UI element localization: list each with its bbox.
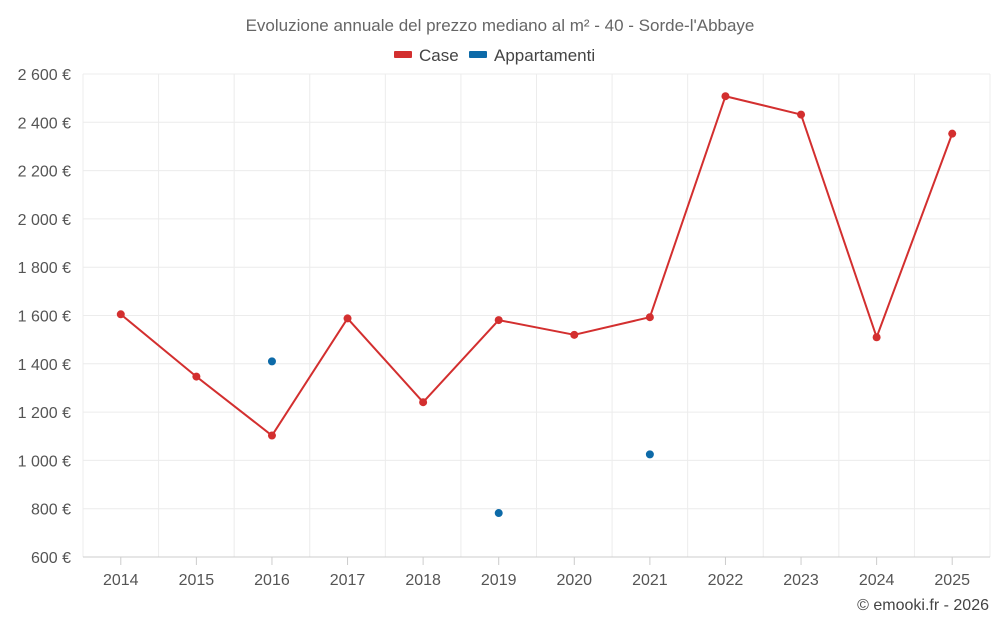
legend-item-case[interactable]: Case <box>394 46 459 65</box>
y-tick-label: 1 200 € <box>18 405 71 422</box>
y-tick-label: 2 200 € <box>18 164 71 181</box>
data-point-case-2024[interactable] <box>872 333 881 342</box>
y-tick-label: 600 € <box>31 550 71 567</box>
x-tick-label: 2019 <box>481 572 517 589</box>
y-tick-label: 2 000 € <box>18 212 71 229</box>
x-tick-label: 2020 <box>556 572 592 589</box>
chart-title: Evoluzione annuale del prezzo mediano al… <box>246 16 755 35</box>
series-line-case <box>120 95 954 437</box>
legend-label-appartamenti: Appartamenti <box>494 46 595 65</box>
data-point-case-2018[interactable] <box>419 398 428 407</box>
legend-swatch-appartamenti <box>469 51 487 58</box>
x-tick-label: 2023 <box>783 572 819 589</box>
y-tick-label: 1 800 € <box>18 260 71 277</box>
data-point-case-2019[interactable] <box>494 316 503 325</box>
legend-item-appartamenti[interactable]: Appartamenti <box>469 46 595 65</box>
data-point-case-2014[interactable] <box>116 310 125 319</box>
data-point-case-2020[interactable] <box>570 330 579 339</box>
y-tick-label: 2 600 € <box>18 67 71 84</box>
data-point-case-2023[interactable] <box>797 110 806 119</box>
x-tick-label: 2024 <box>859 572 895 589</box>
x-tick-label: 2014 <box>103 572 139 589</box>
plot-area <box>116 92 957 518</box>
x-tick-label: 2015 <box>179 572 215 589</box>
data-point-case-2022[interactable] <box>721 92 730 101</box>
y-tick-label: 1 600 € <box>18 309 71 326</box>
data-point-case-2017[interactable] <box>343 314 352 323</box>
data-point-appartamenti-2019[interactable] <box>494 509 503 518</box>
grid <box>82 73 991 558</box>
x-tick-label: 2025 <box>934 572 970 589</box>
x-tick-label: 2016 <box>254 572 290 589</box>
x-axis: 2014 2015 2016 2017 2018 2019 2020 2021 2022 2023… <box>83 556 990 589</box>
data-point-case-2021[interactable] <box>645 313 654 322</box>
data-point-appartamenti-2016[interactable] <box>267 357 276 366</box>
x-tick-label: 2021 <box>632 572 668 589</box>
data-point-case-2015[interactable] <box>192 372 201 381</box>
legend-swatch-case <box>394 51 412 58</box>
legend-label-case: Case <box>419 46 459 65</box>
y-tick-label: 2 400 € <box>18 115 71 132</box>
data-point-case-2016[interactable] <box>267 431 276 440</box>
legend: Case Appartamenti <box>394 46 595 65</box>
y-tick-label: 800 € <box>31 502 71 519</box>
x-tick-label: 2017 <box>330 572 366 589</box>
y-axis: 600 € 800 € 1 000 € 1 200 € 1 400 € 1 600 € 1 … <box>18 67 71 567</box>
data-point-appartamenti-2021[interactable] <box>645 450 654 459</box>
data-point-case-2025[interactable] <box>948 129 957 138</box>
credit-text: © emooki.fr - 2026 <box>857 597 989 614</box>
y-tick-label: 1 400 € <box>18 357 71 374</box>
x-tick-label: 2022 <box>708 572 744 589</box>
x-tick-label: 2018 <box>405 572 441 589</box>
y-tick-label: 1 000 € <box>18 453 71 470</box>
